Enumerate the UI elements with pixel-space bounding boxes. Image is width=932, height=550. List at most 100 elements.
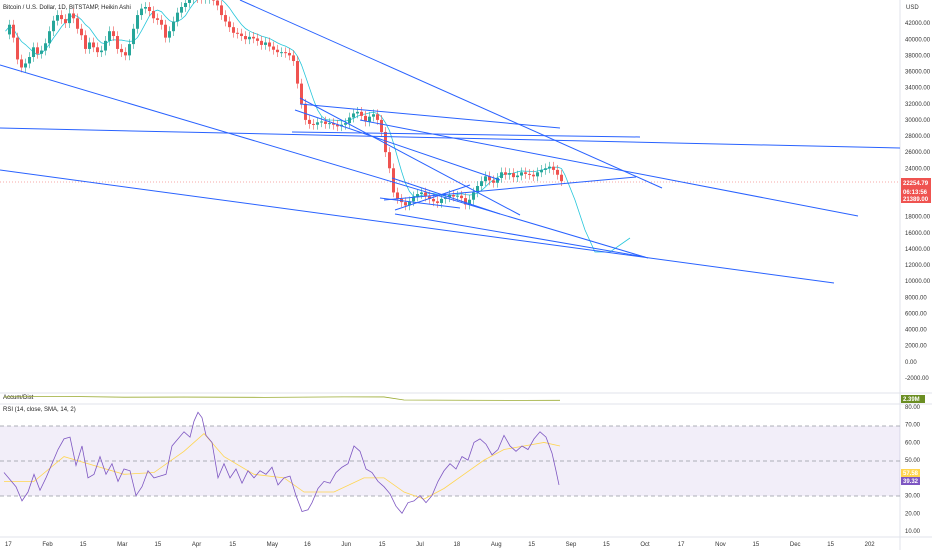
rsi-ma-tag-bg xyxy=(901,477,920,485)
candle-body xyxy=(456,195,459,197)
candle-body xyxy=(292,55,295,62)
candle-body xyxy=(460,195,463,199)
price-tick-label: 28000.00 xyxy=(905,134,931,140)
candle-body xyxy=(124,52,127,56)
candle-body xyxy=(180,7,183,13)
candle-body xyxy=(280,52,283,54)
candle-body xyxy=(168,31,171,38)
candle-body xyxy=(116,36,119,49)
time-tick-label: Dec xyxy=(790,542,801,548)
candle-body xyxy=(368,116,371,122)
candle-body xyxy=(392,168,395,193)
candle-body xyxy=(240,33,243,37)
candle-body xyxy=(532,174,535,177)
candle-body xyxy=(492,180,495,183)
rsi-tick-label: 80.00 xyxy=(905,405,921,411)
trendline[interactable] xyxy=(359,119,859,217)
trendline[interactable] xyxy=(0,169,835,284)
candle-body xyxy=(428,196,431,199)
candle-body xyxy=(100,50,103,53)
candle-body xyxy=(8,24,11,35)
time-tick-label: Jun xyxy=(341,542,351,548)
candle-body xyxy=(56,15,59,21)
candle-body xyxy=(468,199,471,205)
time-tick-label: 17 xyxy=(678,542,685,548)
candle-body xyxy=(384,131,387,153)
rsi-tag-bg xyxy=(901,469,920,477)
candle-body xyxy=(236,32,239,34)
candle-body xyxy=(304,103,307,120)
candle-body xyxy=(220,5,223,16)
candle-body xyxy=(540,169,543,173)
candle-body xyxy=(380,119,383,132)
candle-body xyxy=(172,21,175,32)
rsi-tick-label: 10.00 xyxy=(905,529,921,535)
price-tick-label: 18000.00 xyxy=(905,215,931,221)
candle-body xyxy=(256,38,259,41)
candle-body xyxy=(408,201,411,206)
rsi-tick-label: 20.00 xyxy=(905,511,921,517)
trendline[interactable] xyxy=(294,109,501,181)
rsi-tick-label: 30.00 xyxy=(905,494,921,500)
candle-body xyxy=(424,192,427,197)
candle-body xyxy=(92,42,95,48)
trendlines-group[interactable] xyxy=(0,0,901,284)
price-tick-label: 26000.00 xyxy=(905,150,931,156)
candle-body xyxy=(52,20,55,32)
price-tick-label: 2000.00 xyxy=(905,344,927,350)
candle-body xyxy=(356,111,359,114)
price-tick-label: 30000.00 xyxy=(905,118,931,124)
candle-body xyxy=(160,19,163,25)
accum-dist-group xyxy=(3,395,561,401)
candle-body xyxy=(300,83,303,104)
candle-body xyxy=(484,176,487,182)
trendline[interactable] xyxy=(0,127,901,149)
accum-tag: 2.39M xyxy=(903,397,920,403)
candle-body xyxy=(448,194,451,198)
time-tick-label: Oct xyxy=(640,542,650,548)
candle-body xyxy=(36,47,39,54)
trendline[interactable] xyxy=(299,97,521,216)
candle-body xyxy=(12,24,15,38)
candle-body xyxy=(496,177,499,183)
trendline[interactable] xyxy=(0,64,649,259)
candle-body xyxy=(332,123,335,125)
candle-body xyxy=(520,172,523,176)
time-tick-label: Apr xyxy=(192,542,201,548)
price-tick-label: 24000.00 xyxy=(905,166,931,172)
candle-body xyxy=(464,198,467,205)
candle-body xyxy=(32,47,35,57)
trendline[interactable] xyxy=(391,177,501,215)
candle-body xyxy=(48,31,51,44)
trendline[interactable] xyxy=(379,197,461,209)
countdown-tag: 06:13:56 xyxy=(903,190,928,196)
candle-body xyxy=(272,46,275,50)
rsi-group xyxy=(3,411,561,514)
trendline[interactable] xyxy=(383,176,637,201)
price-tick-label: 6000.00 xyxy=(905,311,927,317)
candle-body xyxy=(344,123,347,125)
candle-body xyxy=(260,40,263,45)
rsi-label: RSI (14, close, SMA, 14, 2) xyxy=(3,407,76,413)
trendline[interactable] xyxy=(239,0,663,189)
trendline[interactable] xyxy=(299,103,561,129)
trendline[interactable] xyxy=(394,213,646,258)
candle-body xyxy=(224,15,227,22)
candle-body xyxy=(24,63,27,68)
time-tick-label: 17 xyxy=(5,542,12,548)
candle-body xyxy=(244,36,247,40)
trendline[interactable] xyxy=(394,184,471,211)
candle-body xyxy=(396,192,399,199)
candle-body xyxy=(504,172,507,175)
candle-body xyxy=(132,28,135,45)
time-tick-label: 18 xyxy=(454,542,461,548)
secondary-price-tag: 21389.00 xyxy=(903,197,929,203)
trendline[interactable] xyxy=(291,131,641,138)
rsi-ma-tag: 39.32 xyxy=(903,479,919,485)
price-tick-label: 40000.00 xyxy=(905,37,931,43)
moving-average-line xyxy=(5,0,631,253)
time-axis-ticks: 17 Feb 15 Mar 15 Apr 15 May 16 Jun 15 Jul 18 Aug 15 Sep… xyxy=(5,542,875,548)
candle-body xyxy=(552,166,555,170)
